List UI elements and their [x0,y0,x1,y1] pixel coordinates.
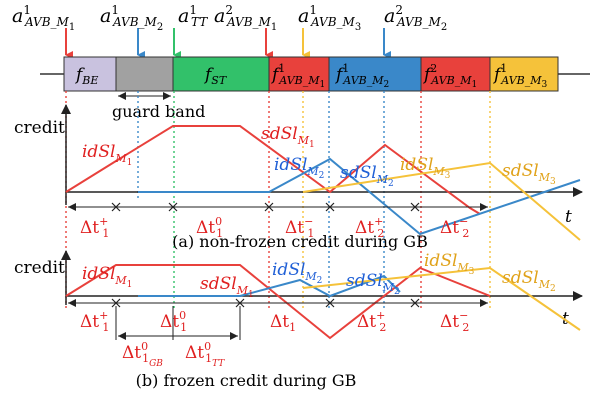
curve-label-a-3: idSlM2 [274,155,324,181]
curve-label-b-1: idSlM1 [82,264,132,290]
interval-b-2: Δt0 1 [160,309,187,334]
arrival-label-4: a2 AVB_M1 [214,3,277,33]
panel-b: credit t idSlM1 sdSlM1 idSlM2 sdSlM2 idS… [14,250,583,390]
panel-b-interval-ticks [111,298,420,308]
arrival-label-6: a2 AVB_M2 [384,3,447,33]
curve-label-b-4: sdSlM2 [346,271,400,297]
curve-a-m2-blue [138,157,581,236]
block-label-favb-m1-1: f1 AVB_M1 [270,62,325,90]
curve-label-b-2: sdSlM1 [200,274,254,300]
interval-b-4: Δt+ 2 [357,309,386,334]
block-label-favb-m3-1: f1 AVB_M3 [492,62,547,90]
panel-a-interval-ticks [111,202,420,212]
curve-label-a-5: idSlM3 [400,155,451,181]
block-label-fst: fST [203,65,228,87]
block-label-favb-m2-1: f1 AVB_M2 [334,62,389,90]
curve-label-a-6: sdSlM3 [502,161,556,187]
curve-a-m1-red [65,125,481,215]
arrival-label-1: a1 AVB_M1 [12,3,75,33]
arrival-label-2: a1 AVB_M2 [100,3,163,33]
arrival-label-5: a1 AVB_M3 [298,3,361,33]
subinterval-gb: Δt0 1GB [122,340,163,369]
curve-b-m3-yellow [302,266,581,331]
block-favb-m2-1 [328,56,422,92]
panel-a-ylabel: credit [14,118,65,138]
interval-a-5: Δt− 2 [440,215,469,240]
block-fbe [63,56,117,92]
block-favb-m1-2 [420,56,491,92]
block-label-favb-m1-2: f2 AVB_M1 [422,62,477,90]
curve-label-a-1: idSlM1 [82,142,132,168]
arrival-label-3: a1 TT [178,3,208,29]
arrival-arrows: a1 AVB_M1 a1 AVB_M2 a1 TT a2 AVB_M1 a1 AVB_M3… [12,3,447,59]
curve-label-a-2: sdSlM1 [261,124,315,150]
curve-label-a-4: sdSlM2 [340,163,394,189]
interval-a-4: Δt+ 2 [355,215,384,240]
interval-a-3: Δt− 1 [285,215,314,240]
interval-a-2: Δt0 1 [196,215,223,240]
panel-a-caption: (a) non-frozen credit during GB [172,232,428,251]
interval-b-3: Δt1 [270,312,296,334]
block-label-fbe: fBE [74,65,98,87]
panel-a-xlabel: t [565,207,572,227]
interval-b-1: Δt+ 1 [80,309,109,334]
curve-a-m3-yellow [302,161,581,241]
curve-label-b-3: idSlM2 [272,260,322,286]
panel-b-ylabel: credit [14,258,65,278]
interval-b-5: Δt− 2 [440,309,469,334]
panel-b-caption: (b) frozen credit during GB [136,371,357,390]
block-guard-band [115,56,174,92]
interval-a-1: Δt+ 1 [80,215,109,240]
block-favb-m3-1 [489,56,559,92]
subinterval-tt: Δt0 1TT [185,340,225,369]
curve-label-b-5: idSlM3 [424,251,475,277]
guard-band-label: guard band [112,102,205,121]
panel-a: credit t idSlM1 sdSlM1 idSlM2 sdSlM2 idS… [14,104,583,251]
curve-label-b-6: sdSlM2 [502,268,556,294]
frame-blocks: fBE fST f1 AVB_M1 f1 AVB_M2 f2 AVB_M1 f1 AVB… [40,56,590,121]
